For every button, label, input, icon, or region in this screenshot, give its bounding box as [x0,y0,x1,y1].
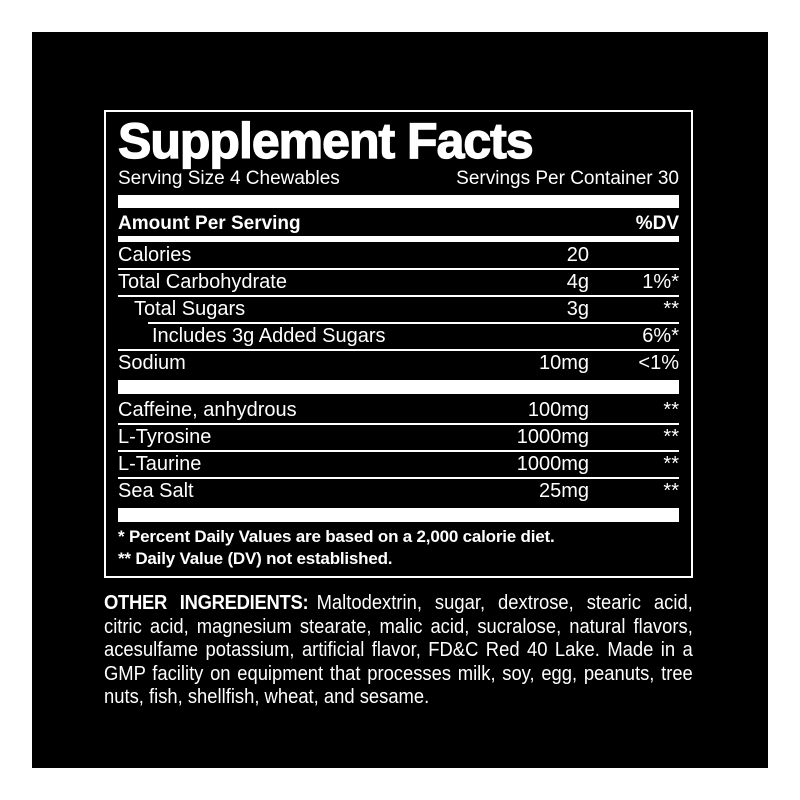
servings-per-container-text: Servings Per Container 30 [456,168,679,189]
panel-title: Supplement Facts [117,113,534,169]
row-separator [118,349,679,351]
supplement-dv: ** [663,426,679,448]
supplement-name: Sea Salt [118,480,194,502]
supplement-amount: 1000mg [516,453,589,475]
footnote-dv-not-established: ** Daily Value (DV) not established. [118,549,393,568]
supplement-row-l-tyrosine: L-Tyrosine 1000mg ** [118,425,679,450]
supplement-row-sea-salt: Sea Salt 25mg ** [118,479,679,504]
nutrient-name: Sodium [118,352,186,374]
footnote-daily-values: * Percent Daily Values are based on a 2,… [118,527,555,546]
nutrient-amount: 3g [566,298,589,320]
supplement-row-caffeine: Caffeine, anhydrous 100mg ** [118,398,679,423]
nutrient-row-total-carbohydrate: Total Carbohydrate 4g 1%* [118,270,679,295]
supplement-name: L-Tyrosine [118,426,212,448]
other-ingredients-label: OTHER INGREDIENTS: [104,592,309,614]
nutrient-name: Total Sugars [134,298,246,320]
nutrient-amount: 10mg [538,352,589,374]
divider-bar-top [118,195,679,208]
supplement-name: L-Taurine [118,453,202,475]
amount-per-serving-header: Amount Per Serving [118,213,301,234]
label-background: Supplement Facts Serving Size 4 Chewable… [32,32,768,768]
serving-size-text: Serving Size 4 Chewables [118,168,340,189]
supplement-facts-panel: Supplement Facts Serving Size 4 Chewable… [104,110,693,578]
nutrient-name: Includes 3g Added Sugars [152,325,386,347]
row-separator [118,450,679,452]
percent-dv-header: %DV [635,213,679,234]
nutrient-dv: <1% [638,352,679,374]
other-ingredients-text: Maltodextrin, sugar, dextrose, stearic a… [104,592,693,708]
supplement-dv: ** [663,453,679,475]
nutrient-row-total-sugars: Total Sugars 3g ** [118,297,679,322]
nutrient-name: Total Carbohydrate [118,271,287,293]
divider-bar-bottom [118,508,679,522]
nutrient-row-added-sugars: Includes 3g Added Sugars 6%* [118,324,679,349]
nutrient-name: Calories [118,244,192,266]
row-separator-indented [148,322,679,324]
supplement-row-l-taurine: L-Taurine 1000mg ** [118,452,679,477]
supplement-amount: 100mg [527,399,589,421]
nutrient-dv: ** [663,298,679,320]
other-ingredients-paragraph: OTHER INGREDIENTS: Maltodextrin, sugar, d… [104,592,693,710]
row-separator [118,423,679,425]
supplement-amount: 1000mg [516,426,589,448]
nutrient-dv: 1%* [642,271,679,293]
row-separator [118,268,679,270]
row-separator [118,477,679,479]
nutrient-dv: 6%* [642,325,679,347]
nutrient-amount: 20 [566,244,589,266]
serving-info-row: Serving Size 4 Chewables Servings Per Co… [118,168,679,190]
column-header-row: Amount Per Serving %DV [118,213,679,235]
divider-bar-header [118,236,679,242]
row-separator [118,295,679,297]
supplement-amount: 25mg [538,480,589,502]
supplement-dv: ** [663,480,679,502]
divider-bar-middle [118,380,679,394]
nutrient-amount: 4g [566,271,589,293]
nutrient-row-sodium: Sodium 10mg <1% [118,351,679,376]
supplement-dv: ** [663,399,679,421]
supplement-name: Caffeine, anhydrous [118,399,297,421]
nutrient-row-calories: Calories 20 [118,243,679,268]
